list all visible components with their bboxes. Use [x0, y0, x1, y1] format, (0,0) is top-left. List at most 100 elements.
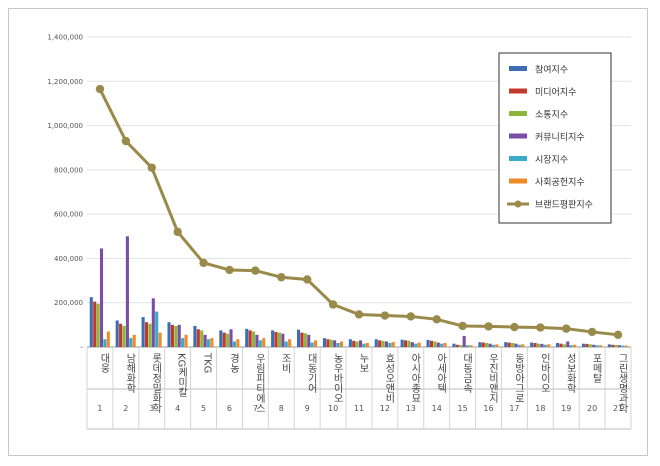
category-index: 18: [535, 404, 545, 413]
bar: [158, 332, 162, 347]
legend-swatch: [509, 88, 527, 94]
bar: [559, 343, 563, 347]
category-index: 4: [175, 404, 180, 413]
bar: [533, 343, 537, 347]
category-index: 17: [509, 404, 519, 413]
bar: [414, 343, 418, 347]
bar: [196, 329, 200, 347]
bar: [226, 333, 230, 347]
bar: [598, 345, 603, 347]
bar: [322, 338, 326, 347]
line-point: [277, 273, 286, 282]
bar: [206, 339, 211, 347]
bar: [141, 317, 145, 347]
bar: [485, 343, 489, 347]
bar: [281, 333, 285, 347]
line-point: [121, 136, 131, 146]
bar: [381, 340, 385, 347]
bar: [336, 343, 340, 347]
category-index: 7: [253, 404, 258, 413]
bar: [595, 345, 599, 347]
bar: [99, 248, 104, 347]
bar: [193, 325, 197, 347]
bar: [210, 338, 214, 347]
bar: [614, 345, 618, 347]
line-series: [95, 84, 623, 340]
bar: [440, 343, 444, 347]
bar: [129, 338, 133, 347]
bar: [300, 332, 304, 347]
bar: [222, 332, 226, 347]
bar: [459, 345, 463, 347]
category-index: 14: [432, 404, 442, 413]
bar: [443, 343, 447, 347]
bar: [407, 340, 411, 347]
bar: [339, 341, 343, 347]
bar: [155, 311, 159, 347]
bar: [569, 345, 573, 347]
bar: [426, 339, 430, 347]
y-tick-label: 600,000: [54, 211, 83, 219]
bar: [517, 344, 521, 347]
category-label: KG케미칼: [176, 353, 188, 397]
bar: [251, 331, 256, 347]
category-label: 누보: [357, 353, 369, 373]
bar: [365, 343, 369, 347]
bar: [514, 343, 518, 347]
bar: [540, 343, 544, 347]
category-label: 농우바이오: [331, 353, 343, 403]
bar: [355, 341, 359, 347]
bar: [115, 320, 119, 347]
category-index: 1: [97, 404, 102, 413]
line-point: [199, 258, 208, 268]
category-label: 인바이오: [538, 353, 550, 393]
bar: [248, 330, 252, 347]
category-index: 15: [458, 404, 468, 413]
line-point: [251, 266, 260, 275]
category-label: 대동기어: [305, 353, 317, 394]
bar: [103, 339, 107, 347]
bar: [277, 332, 281, 347]
category-label: 우진비앤지: [487, 353, 499, 404]
bar: [184, 334, 188, 347]
bar: [236, 339, 240, 347]
bar: [125, 236, 129, 347]
y-tick-label: 800,000: [54, 166, 83, 174]
line-point: [458, 321, 467, 331]
bar: [374, 339, 378, 347]
bar: [466, 345, 470, 347]
y-tick-label: 200,000: [54, 299, 83, 307]
category-index: 10: [328, 404, 338, 413]
legend-label: 브랜드평판지수: [535, 200, 593, 211]
bar: [452, 343, 456, 347]
bar: [543, 344, 547, 347]
category-index: 8: [279, 404, 284, 413]
y-tick-label: 1,200,000: [47, 78, 83, 86]
bar: [607, 344, 611, 347]
legend-label: 사회공헌지수: [535, 177, 585, 188]
bar: [410, 342, 414, 347]
line-point: [562, 324, 571, 333]
bar: [96, 303, 100, 347]
category-index: 12: [380, 404, 390, 413]
category-label: 우림피티에스: [253, 353, 265, 413]
bar: [203, 334, 207, 347]
bar: [530, 342, 534, 347]
bar: [547, 344, 551, 347]
category-label: 대웅: [98, 353, 110, 373]
bar: [504, 342, 508, 347]
category-label: 동방아그로: [512, 353, 524, 403]
category-index: 19: [561, 404, 571, 413]
bar: [245, 328, 249, 347]
line-point: [173, 227, 182, 237]
line-point: [484, 322, 493, 331]
bar: [177, 324, 181, 347]
legend-label: 미디어지수: [535, 87, 576, 98]
bar: [404, 340, 408, 347]
bar: [573, 344, 577, 347]
category-label: 아세아텍: [435, 353, 447, 394]
y-tick-label: 1,400,000: [47, 34, 83, 42]
y-tick-label: -: [80, 344, 83, 352]
line-point: [302, 275, 312, 284]
bar: [566, 341, 570, 347]
